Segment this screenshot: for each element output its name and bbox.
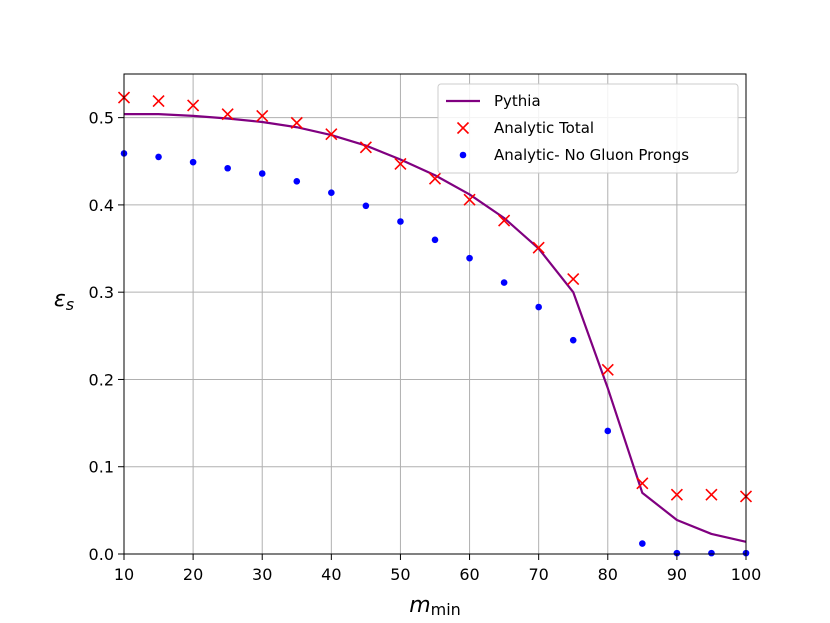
legend: Pythia Analytic Total Analytic- No Gluon P… <box>437 83 739 174</box>
x-tick-label: 60 <box>459 565 479 584</box>
legend-label: Pythia <box>494 92 541 110</box>
data-point <box>532 241 545 254</box>
data-point <box>535 303 542 311</box>
data-point <box>569 336 577 344</box>
x-tick-label: 70 <box>528 565 548 584</box>
data-point <box>708 549 715 557</box>
data-point <box>224 164 231 172</box>
data-point <box>362 202 370 210</box>
y-tick-label: 0.5 <box>89 109 114 128</box>
data-point <box>328 189 335 196</box>
data-point <box>359 141 372 154</box>
data-point <box>152 94 165 108</box>
data-point <box>673 549 681 557</box>
x-tick-label: 100 <box>731 565 762 584</box>
data-point <box>639 540 646 547</box>
y-axis-label: εs <box>54 287 74 314</box>
legend-box <box>437 83 739 174</box>
data-point <box>601 363 614 376</box>
x-tick-label: 20 <box>183 565 203 584</box>
data-point <box>256 109 269 122</box>
y-tick-label: 0.2 <box>89 370 114 389</box>
legend-item: Analytic- No Gluon Prongs <box>459 146 689 164</box>
data-point <box>466 254 473 262</box>
data-point <box>290 116 303 129</box>
y-tick-label: 0.3 <box>89 283 114 302</box>
data-point <box>258 170 266 177</box>
x-axis-label-main: m <box>409 593 430 618</box>
legend-item: Pythia <box>446 92 541 110</box>
x-tick-label: 80 <box>598 565 618 584</box>
data-point <box>670 488 683 501</box>
legend-item: Analytic Total <box>456 119 594 137</box>
data-point <box>636 477 649 490</box>
data-point <box>500 279 508 286</box>
data-point <box>221 108 234 121</box>
y-axis-label-main: ε <box>54 287 66 312</box>
axes-frame <box>123 73 747 555</box>
x-tick-label: 40 <box>321 565 341 584</box>
legend-label: Analytic- No Gluon Prongs <box>494 146 689 164</box>
data-point <box>293 178 301 185</box>
data-point <box>567 273 580 286</box>
x-axis-label-subscript: min <box>431 600 461 619</box>
data-point <box>431 236 439 244</box>
y-tick-label: 0.4 <box>89 196 114 215</box>
data-point <box>498 214 511 227</box>
data-point <box>155 153 162 161</box>
x-axis-label: mmin <box>409 593 461 619</box>
y-axis-label-subscript: s <box>66 295 74 314</box>
x-tick-label: 90 <box>667 565 687 584</box>
y-tick-label: 0.0 <box>89 545 114 564</box>
data-point <box>705 488 718 501</box>
data-point <box>604 427 612 435</box>
data-point <box>397 218 404 225</box>
axis-ticks: 10 20 30 40 50 60 70 80 90 100 0.0 0.1 0.2 0.3 0.4 0.5 <box>89 109 762 584</box>
x-tick-label: 30 <box>252 565 272 584</box>
data-point <box>463 193 476 206</box>
legend-swatch <box>456 121 470 135</box>
data-point <box>187 99 200 112</box>
x-tick-label: 50 <box>390 565 410 584</box>
series-line <box>124 113 747 543</box>
y-tick-label: 0.1 <box>89 458 114 477</box>
legend-label: Analytic Total <box>494 119 594 137</box>
data-point <box>428 172 442 185</box>
series-0 <box>124 113 747 543</box>
data-point <box>325 128 338 141</box>
data-point <box>189 158 197 166</box>
legend-swatch <box>459 151 467 159</box>
plot-series <box>117 91 753 557</box>
x-tick-label: 10 <box>114 565 134 584</box>
data-point <box>394 157 407 170</box>
series-2 <box>120 150 750 557</box>
